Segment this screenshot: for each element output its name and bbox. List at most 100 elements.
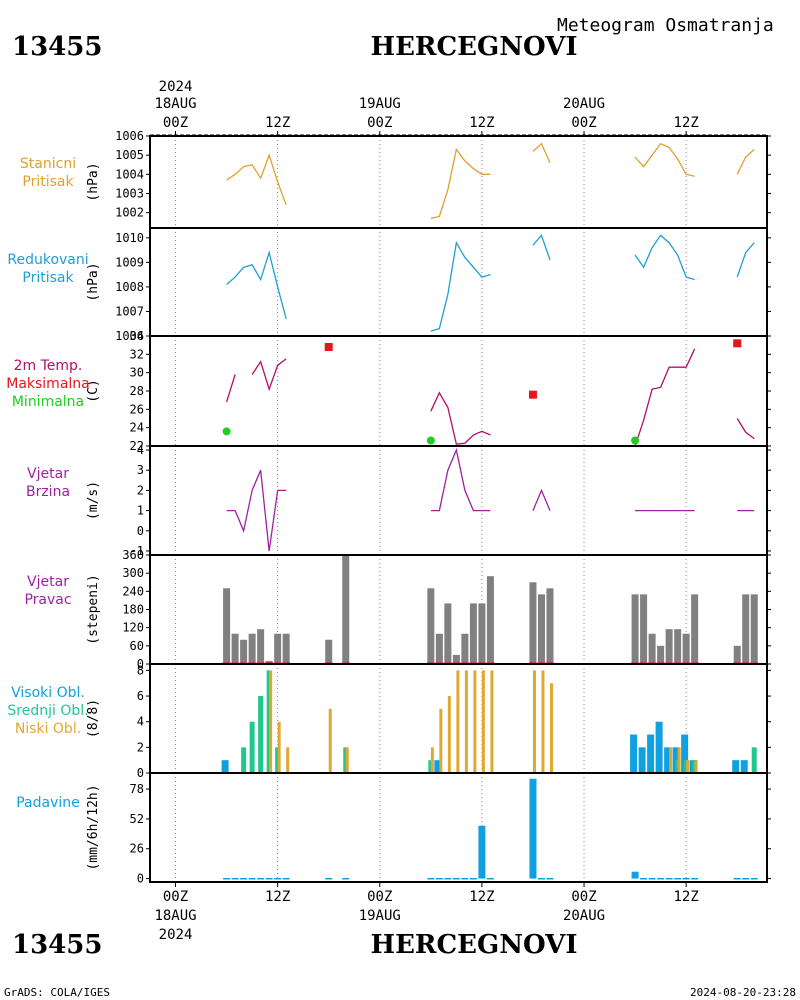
tmax-marker (733, 339, 742, 348)
y-tick-label: 78 (130, 782, 144, 796)
y-tick-label: 8 (137, 663, 144, 677)
y-tick-label: 26 (130, 402, 144, 416)
year-label-bottom: 2024 (159, 927, 193, 943)
precip-bar (265, 877, 273, 880)
y-tick-label: 0 (137, 872, 144, 886)
date-label-top: 20AUG (563, 96, 605, 112)
low-cloud-bar (473, 670, 477, 773)
y-tick-label: 1010 (115, 231, 144, 245)
date-label-bottom: 18AUG (154, 908, 196, 924)
precip-bar (444, 877, 452, 880)
low-cloud-bar (328, 708, 332, 773)
y-tick-label: 4 (137, 715, 144, 729)
y-tick-label: 120 (122, 621, 144, 635)
tmin-marker (222, 427, 231, 436)
direction-bar (631, 594, 639, 664)
direction-bar (240, 639, 248, 664)
low-cloud-bar (439, 708, 443, 773)
direction-bar (657, 645, 665, 664)
y-tick-label: -1 (130, 544, 144, 558)
x-tick-label-bottom: 12Z (469, 889, 494, 905)
date-label-top: 18AUG (154, 96, 196, 112)
tmin-marker (631, 436, 640, 445)
temp-line (251, 358, 287, 392)
series-line (532, 488, 551, 511)
precip-bar (657, 877, 665, 880)
low-cloud-bar (286, 747, 290, 773)
y-axis-label: (hPa) (86, 262, 101, 301)
x-tick-label-top: 12Z (674, 115, 699, 131)
mid-cloud-bar (751, 747, 757, 773)
series-line (532, 142, 551, 164)
y-tick-label: 30 (130, 366, 144, 380)
tmin-marker (426, 436, 435, 445)
panel-label: Srednji Obl. (7, 703, 88, 719)
direction-bar (648, 633, 656, 664)
year-label-top: 2024 (159, 79, 193, 95)
series-line (226, 250, 287, 319)
date-label-bottom: 20AUG (563, 908, 605, 924)
tmax-marker (324, 343, 333, 351)
y-tick-label: 1005 (115, 148, 144, 162)
y-tick-label: 28 (130, 384, 144, 398)
tmax-marker (528, 390, 537, 399)
low-cloud-bar (269, 670, 273, 773)
precip-bar (257, 877, 265, 880)
low-cloud-bar (549, 683, 553, 773)
precip-bar (342, 877, 350, 880)
y-tick-label: 360 (122, 548, 144, 562)
low-cloud-bar (694, 760, 698, 773)
y-tick-label: 60 (130, 639, 144, 653)
direction-bar (537, 594, 545, 664)
y-tick-label: 22 (130, 439, 144, 453)
precip-bar (223, 877, 231, 880)
mid-cloud-bar (241, 747, 247, 773)
station-name-bottom: HERCEGNOVI (371, 930, 578, 960)
y-axis-label: (8/8) (86, 699, 101, 738)
y-tick-label: 1009 (115, 255, 144, 269)
direction-bar (265, 660, 273, 664)
y-tick-label: 1003 (115, 187, 144, 201)
panel-label: Padavine (16, 795, 80, 811)
high-cloud-bar (655, 721, 663, 773)
direction-bar (274, 633, 282, 664)
y-tick-label: 1006 (115, 129, 144, 143)
mid-cloud-bar (258, 696, 264, 773)
credit: GrADS: COLA/IGES (4, 986, 110, 999)
date-label-top: 19AUG (359, 96, 401, 112)
panel-label: Minimalna (12, 394, 84, 410)
y-axis-label: (hPa) (86, 162, 101, 201)
direction-bar (325, 639, 333, 664)
series-line (430, 147, 491, 220)
high-cloud-bar (740, 760, 748, 773)
direction-bar (461, 633, 469, 664)
direction-bar (435, 633, 443, 664)
direction-bar (733, 645, 741, 664)
y-axis-label: (C) (86, 379, 101, 402)
y-tick-label: 1 (137, 504, 144, 518)
direction-bar (282, 633, 290, 664)
y-tick-label: 240 (122, 584, 144, 598)
precip-bar (231, 877, 239, 880)
precip-bar (529, 778, 537, 879)
y-axis-label: (m/s) (86, 481, 101, 520)
y-tick-label: 0 (137, 657, 144, 671)
low-cloud-bar (456, 670, 460, 773)
direction-bar (231, 633, 239, 664)
low-cloud-bar (464, 670, 468, 773)
x-tick-label-bottom: 00Z (571, 889, 596, 905)
precip-bar (325, 877, 333, 880)
y-tick-label: 1002 (115, 206, 144, 220)
precip-bar (682, 877, 690, 880)
precip-bar (537, 877, 545, 880)
panel-label: Niski Obl. (15, 721, 81, 737)
low-cloud-bar (686, 760, 690, 773)
station-id-bottom: 13455 (12, 930, 102, 960)
direction-bar (742, 594, 750, 664)
direction-bar (342, 555, 350, 664)
direction-bar (223, 588, 231, 664)
precip-bar (742, 877, 750, 880)
low-cloud-bar (345, 747, 349, 773)
direction-bar (257, 629, 265, 664)
